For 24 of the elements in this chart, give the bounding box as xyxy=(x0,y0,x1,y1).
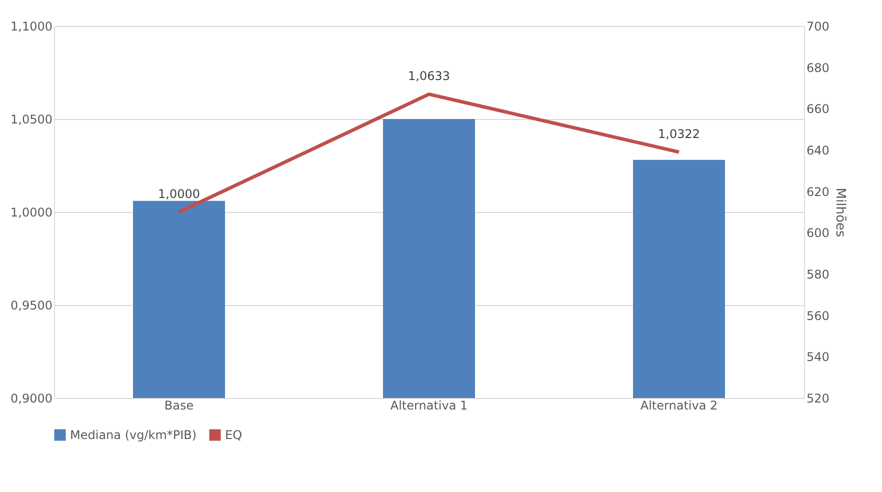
y2-tick-label: 560 xyxy=(806,308,830,323)
annotation: 1,0000 xyxy=(158,187,200,201)
y2-tick-label: 700 xyxy=(806,20,830,34)
x-tick-label: Base xyxy=(164,398,194,412)
y-tick-label: 1,1000 xyxy=(10,20,52,34)
y2-tick-label: 640 xyxy=(806,144,830,158)
y-tick-label: 0,9500 xyxy=(10,298,52,312)
x-tick-label: Alternativa 2 xyxy=(640,398,718,412)
legend-label: Mediana (vg/km*PIB) xyxy=(70,428,197,442)
y2-tick-label: 520 xyxy=(806,392,830,406)
x-tick-label: Alternativa 1 xyxy=(390,398,468,412)
y2-axis-title: Milhões xyxy=(832,188,848,238)
y2-tick-label: 620 xyxy=(806,184,830,199)
annotation: 1,0633 xyxy=(408,69,450,84)
legend-label: EQ xyxy=(225,428,242,442)
y2-tick-label: 680 xyxy=(806,60,830,75)
y-tick-label: 0,9000 xyxy=(10,392,52,406)
y2-tick-label: 580 xyxy=(806,268,830,282)
annotation: 1,0322 xyxy=(658,127,700,142)
y2-tick-label: 540 xyxy=(806,350,830,364)
y-tick-label: 1,0500 xyxy=(10,112,52,126)
y-tick-label: 1,0000 xyxy=(10,206,52,220)
y2-tick-label: 600 xyxy=(806,226,830,240)
y2-tick-label: 660 xyxy=(806,102,830,116)
